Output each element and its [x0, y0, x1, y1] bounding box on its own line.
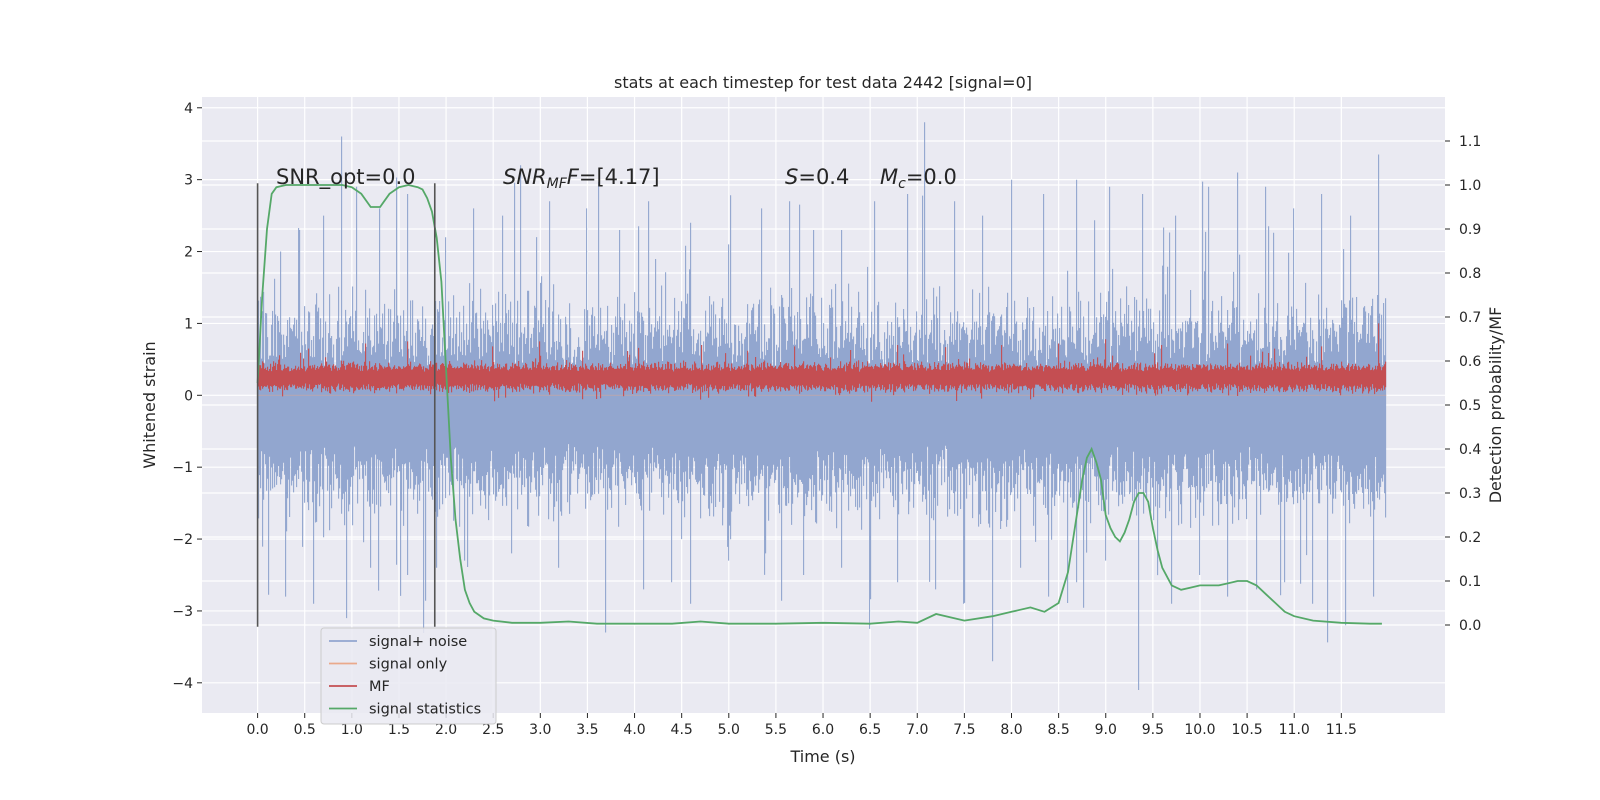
x-tick-label: 9.0 [1095, 722, 1117, 738]
annotation-s-symbol: S [785, 165, 798, 189]
x-tick-label: 4.5 [671, 722, 693, 738]
legend-entry: signal only [369, 657, 448, 673]
y-tick-label: 0 [184, 388, 193, 404]
x-tick-label: 6.5 [859, 722, 881, 738]
annotation-s: S=0.4 [785, 165, 849, 189]
legend-entry: MF [369, 679, 390, 695]
x-tick-label: 8.0 [1000, 722, 1022, 738]
x-tick-label: 1.0 [341, 722, 363, 738]
legend: signal+ noise signal only MF signal statist… [320, 627, 497, 725]
annotation-snr-mf-value: =[4.17] [579, 165, 660, 189]
y-ticks: −4 −3 −2 −1 0 1 2 3 4 [172, 101, 202, 692]
y-tick-label: 1 [184, 316, 193, 332]
annotation-snr-mf-symbol: SNR [503, 165, 547, 189]
x-tick-label: 4.0 [623, 722, 645, 738]
y-tick-label: −4 [172, 676, 193, 692]
x-tick-label: 11.0 [1279, 722, 1310, 738]
x-tick-label: 3.0 [529, 722, 551, 738]
x-tick-label: 1.5 [388, 722, 410, 738]
x-tick-label: 3.5 [576, 722, 598, 738]
legend-box [320, 627, 497, 725]
y-tick-label: 3 [184, 173, 193, 189]
annotation-mc: Mc=0.0 [880, 165, 957, 192]
annotation-s-value: =0.4 [798, 165, 849, 189]
y-right-tick-label: 0.8 [1459, 266, 1481, 282]
y-right-tick-label: 0.7 [1459, 310, 1481, 326]
x-tick-label: 11.5 [1326, 722, 1357, 738]
y-right-tick-label: 0.1 [1459, 574, 1481, 590]
y-right-tick-label: 0.5 [1459, 398, 1481, 414]
annotation-mc-value: =0.0 [906, 165, 957, 189]
x-tick-label: 2.0 [435, 722, 457, 738]
y-right-tick-label: 0.6 [1459, 354, 1481, 370]
annotation-snr-mf: SNRMFF=[4.17] [503, 165, 660, 192]
y-right-tick-label: 0.2 [1459, 530, 1481, 546]
markers [256, 183, 436, 627]
x-tick-label: 5.5 [765, 722, 787, 738]
chart-title: stats at each timestep for test data 244… [614, 73, 1032, 92]
y-right-tick-label: 0.3 [1459, 486, 1481, 502]
y-tick-label: −1 [172, 460, 193, 476]
x-tick-label: 7.5 [953, 722, 975, 738]
x-tick-label: 7.0 [906, 722, 928, 738]
annotation-mc-subscript: c [898, 176, 906, 192]
y-tick-label: 4 [184, 101, 193, 117]
x-tick-label: 8.5 [1047, 722, 1069, 738]
y-right-tick-label: 0.0 [1459, 618, 1481, 634]
y-tick-label: −3 [172, 604, 193, 620]
x-ticks: 0.0 0.5 1.0 1.5 2.0 2.5 3.0 3.5 4.0 4.5 5.0 5.5 6.0 6… [246, 713, 1357, 738]
annotation-snr-mf-subscript: MF [547, 176, 568, 192]
y-right-tick-label: 0.4 [1459, 442, 1481, 458]
y-axis-label: Whitened strain [140, 341, 159, 468]
x-tick-label: 2.5 [482, 722, 504, 738]
x-tick-label: 9.5 [1142, 722, 1164, 738]
x-tick-label: 6.0 [812, 722, 834, 738]
x-axis-label: Time (s) [789, 747, 855, 766]
x-tick-label: 0.5 [294, 722, 316, 738]
y-tick-label: −2 [172, 532, 193, 548]
legend-entry: signal+ noise [369, 634, 467, 650]
annotation-mc-symbol: M [880, 165, 898, 189]
annotations: SNR_opt=0.0 SNRMFF=[4.17] S=0.4 Mc=0.0 [276, 165, 957, 192]
x-tick-label: 0.0 [246, 722, 268, 738]
series-line-3 [256, 184, 1382, 625]
y-axis-label-right: Detection probability/MF [1486, 307, 1505, 504]
legend-entry: signal statistics [369, 702, 481, 718]
x-tick-label: 10.0 [1184, 722, 1215, 738]
y-tick-label: 2 [184, 245, 193, 261]
y-ticks-right: 0.0 0.1 0.2 0.3 0.4 0.5 0.6 0.7 0.8 0.9 1.0 1.1 [1445, 134, 1481, 634]
y-right-tick-label: 1.1 [1459, 134, 1481, 150]
annotation-snr-opt: SNR_opt=0.0 [276, 165, 416, 190]
y-right-tick-label: 1.0 [1459, 178, 1481, 194]
x-tick-label: 10.5 [1232, 722, 1263, 738]
x-tick-label: 5.0 [718, 722, 740, 738]
y-right-tick-label: 0.9 [1459, 222, 1481, 238]
